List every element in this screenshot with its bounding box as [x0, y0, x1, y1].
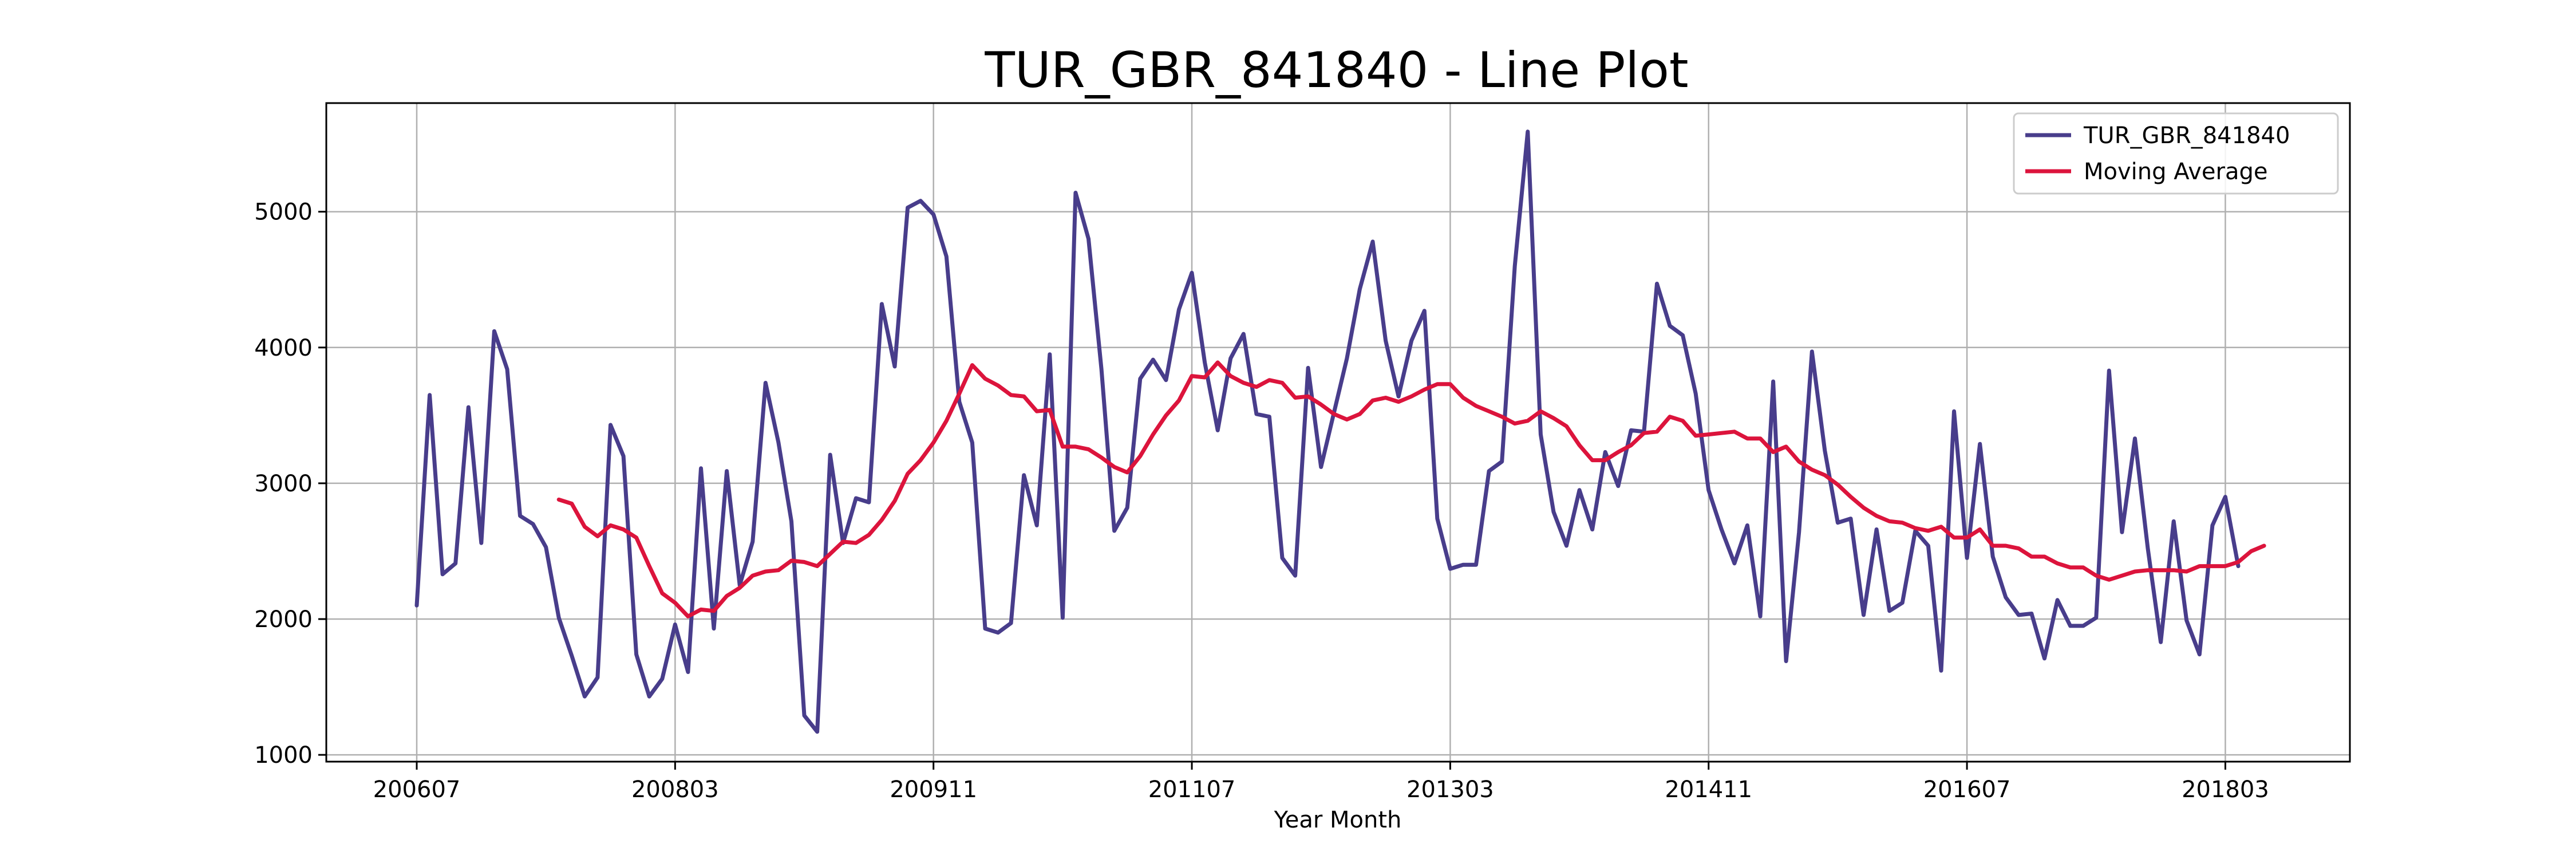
legend-label: TUR_GBR_841840 [2083, 123, 2290, 149]
x-axis: 200607 200803 200911 201107 201303 201411 2016… [373, 762, 2269, 803]
legend-label: Moving Average [2084, 159, 2267, 185]
chart-title: TUR_GBR_841840 - Line Plot [984, 42, 1688, 99]
series-line-tur-gbr-841840 [414, 129, 2241, 734]
series-layer [414, 129, 2266, 734]
x-tick-label: 201803 [2182, 777, 2269, 803]
y-axis: 1000 2000 3000 4000 5000 [254, 199, 326, 769]
y-tick-label: 2000 [254, 606, 313, 633]
x-tick-label: 201107 [1148, 777, 1236, 803]
x-tick-label: 201607 [1923, 777, 2011, 803]
legend-box [2013, 112, 2339, 195]
series-line-moving-average [556, 360, 2266, 618]
x-tick-label: 200607 [373, 777, 461, 803]
plot-area-frame [325, 102, 2351, 763]
y-tick-label: 3000 [254, 471, 313, 497]
x-tick-label: 201411 [1665, 777, 1752, 803]
y-tick-label: 4000 [254, 335, 313, 361]
x-tick-label: 200803 [631, 777, 719, 803]
y-tick-label: 1000 [254, 742, 313, 769]
legend: TUR_GBR_841840 Moving Average [2013, 112, 2339, 195]
grid-lines [326, 103, 2350, 762]
x-axis-label: Year Month [1274, 807, 1402, 833]
y-tick-label: 5000 [254, 199, 313, 226]
x-tick-label: 201303 [1406, 777, 1494, 803]
x-tick-label: 200911 [890, 777, 977, 803]
